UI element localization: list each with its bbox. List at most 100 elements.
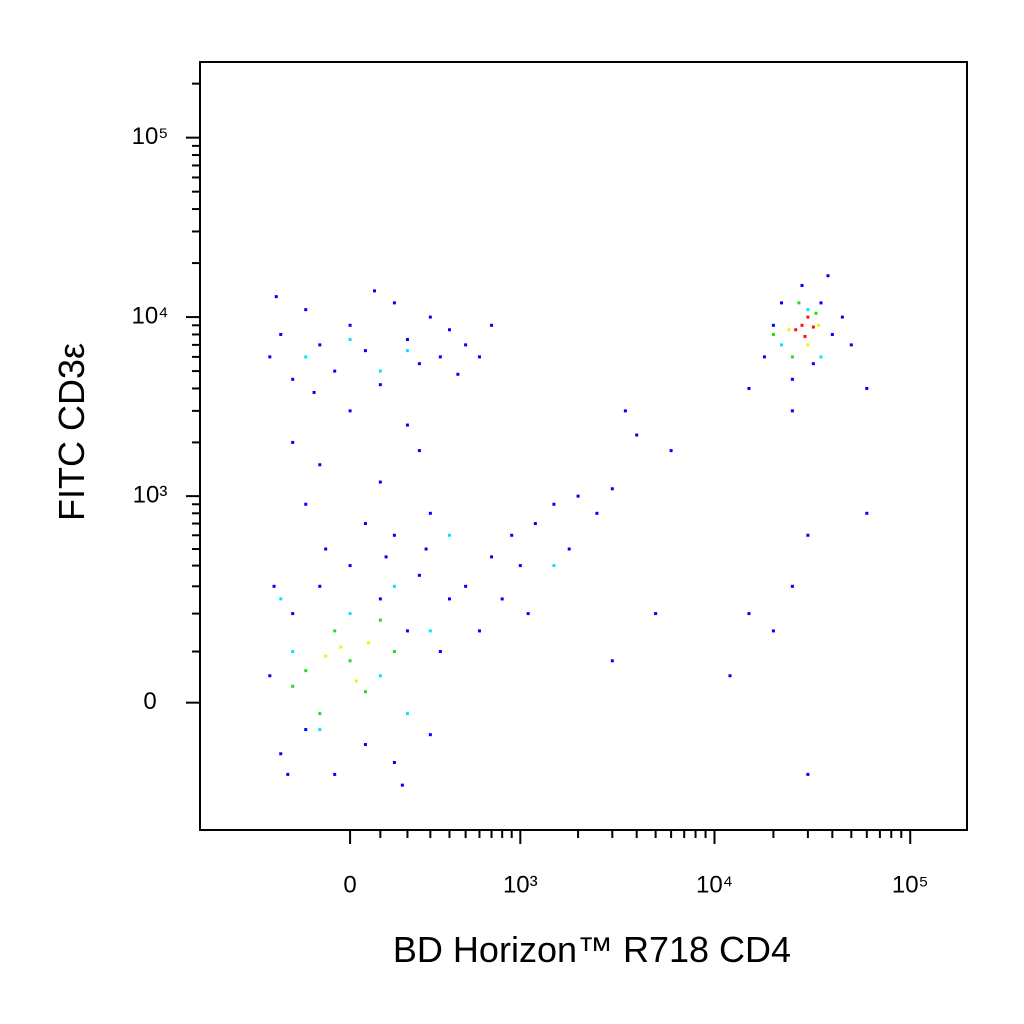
event-dot — [669, 449, 673, 453]
event-dot — [780, 343, 784, 347]
event-dot — [787, 328, 791, 332]
event-dot — [286, 772, 290, 776]
event-dot — [366, 641, 370, 645]
event-dot — [428, 733, 432, 737]
event-dot — [840, 315, 844, 319]
event-dot — [279, 597, 283, 601]
x-tick-label: 0 — [343, 871, 356, 898]
event-dot — [447, 533, 451, 537]
event-dot — [428, 315, 432, 319]
y-tick-label: 10³ — [133, 481, 168, 508]
event-dot — [533, 522, 537, 526]
event-dot — [623, 409, 627, 413]
event-dot — [392, 533, 396, 537]
event-dot — [806, 315, 810, 319]
event-dot — [447, 328, 451, 332]
event-dot — [348, 659, 352, 663]
event-dot — [318, 343, 322, 347]
event-dot — [428, 511, 432, 515]
event-dot — [794, 328, 798, 332]
event-dot — [378, 369, 382, 373]
event-dot — [456, 372, 460, 376]
event-dot — [291, 684, 295, 688]
event-dot — [567, 547, 571, 551]
event-dot — [865, 386, 869, 390]
event-dot — [797, 301, 801, 305]
event-dot — [811, 362, 815, 366]
event-dot — [279, 752, 283, 756]
event-dot — [424, 547, 428, 551]
y-tick-label: 10⁴ — [131, 302, 168, 329]
event-dot — [405, 338, 409, 342]
event-dot — [333, 369, 337, 373]
event-dot — [762, 355, 766, 359]
event-dot — [865, 511, 869, 515]
event-dot — [780, 301, 784, 305]
event-dot — [826, 274, 830, 278]
event-dot — [291, 650, 295, 654]
event-dot — [526, 612, 530, 616]
event-dot — [318, 712, 322, 716]
event-dot — [790, 409, 794, 413]
event-dot — [552, 564, 556, 568]
event-dot — [392, 650, 396, 654]
event-dot — [510, 533, 514, 537]
event-dot — [728, 674, 732, 678]
event-dot — [771, 629, 775, 633]
event-dot — [405, 349, 409, 353]
event-dot — [464, 584, 468, 588]
event-dot — [806, 343, 810, 347]
event-dot — [333, 772, 337, 776]
event-dot — [830, 332, 834, 336]
x-tick-label: 10⁴ — [696, 871, 733, 898]
event-dot — [819, 355, 823, 359]
event-dot — [806, 533, 810, 537]
event-dot — [417, 449, 421, 453]
event-dot — [304, 669, 308, 673]
event-dot — [635, 433, 639, 437]
event-dot — [378, 597, 382, 601]
event-dot — [490, 323, 494, 327]
event-dot — [339, 645, 343, 649]
event-dot — [817, 323, 821, 327]
event-dot — [348, 409, 352, 413]
event-dot — [438, 650, 442, 654]
event-dot — [378, 383, 382, 387]
event-dot — [272, 584, 276, 588]
plot-frame — [199, 61, 968, 831]
event-dot — [363, 522, 367, 526]
event-dot — [291, 612, 295, 616]
event-dot — [318, 728, 322, 732]
event-dot — [803, 334, 807, 338]
y-axis-label: FITC CD3ε — [51, 343, 92, 521]
event-dot — [747, 386, 751, 390]
event-dot — [348, 612, 352, 616]
y-tick-label: 0 — [143, 688, 156, 715]
event-dot — [477, 355, 481, 359]
event-dot — [363, 690, 367, 694]
x-tick-label: 10³ — [503, 871, 538, 898]
event-dot — [304, 728, 308, 732]
event-dot — [610, 659, 614, 663]
event-dot — [378, 480, 382, 484]
event-dot — [291, 377, 295, 381]
event-dot — [464, 343, 468, 347]
event-dot — [363, 743, 367, 747]
x-axis-label: BD Horizon™ R718 CD4 — [393, 929, 791, 970]
event-dot — [392, 584, 396, 588]
event-dot — [378, 674, 382, 678]
event-dot — [438, 355, 442, 359]
event-dot — [384, 555, 388, 559]
event-dot — [268, 355, 272, 359]
event-dot — [552, 502, 556, 506]
event-dot — [800, 283, 804, 287]
event-dot — [790, 377, 794, 381]
event-dot — [771, 323, 775, 327]
x-tick-label: 10⁵ — [892, 871, 929, 898]
event-dot — [500, 597, 504, 601]
event-dot — [518, 564, 522, 568]
event-dot — [304, 308, 308, 312]
event-dot — [363, 349, 367, 353]
event-dot — [800, 323, 804, 327]
event-dot — [477, 629, 481, 633]
